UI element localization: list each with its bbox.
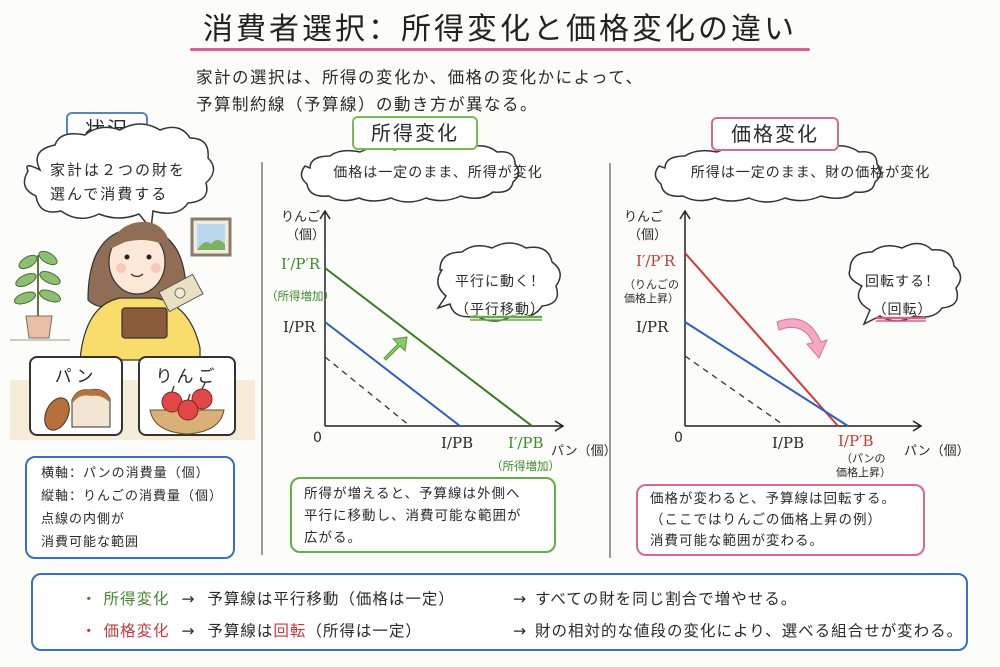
intro-text: 家計の選択は、所得の変化か、価格の変化かによって、 予算制約線（予算線）の動き方… [196, 64, 756, 118]
income-y-new-intercept: I′/P′R [281, 255, 321, 273]
axis-notes-box: 横軸：パンの消費量（個） 縦軸：りんごの消費量（個） 点線の内側が 消費可能な範… [25, 456, 235, 559]
summary-consequence-income: すべての財を同じ割合で増やせる。 [535, 590, 798, 608]
rotate-bubble [848, 242, 962, 326]
income-explanation-line-2: 平行に移動し、消費可能な範囲が [304, 508, 522, 524]
price-chart [679, 209, 962, 432]
income-explanation-box: 所得が増えると、予算線は外側へ 平行に移動し、消費可能な範囲が 広がる。 [290, 477, 556, 553]
income-new-budget-line [324, 267, 533, 427]
price-x-orig-intercept: I/PB [772, 434, 805, 452]
woman-illustration [79, 221, 204, 361]
price-change-label: 価格変化 [711, 117, 839, 151]
rotate-arrow-icon [776, 318, 828, 359]
summary-row-income: ・ 所得変化 → 予算線は平行移動（価格は一定） [81, 587, 455, 609]
rotate-bubble-line-1: 回転する！ [865, 274, 940, 290]
income-condition: 価格は一定のまま、所得が変化 [333, 165, 543, 181]
bread-label: パン [54, 367, 98, 387]
summary-topic-price: 価格変化 [103, 622, 170, 640]
speech-cloud-situation [23, 123, 215, 231]
summary-result-key: 回転 [273, 622, 307, 640]
wallet-icon [121, 307, 168, 339]
divider-left [261, 162, 263, 555]
summary-result-key: 平行移動 [273, 590, 340, 608]
income-change-label: 所得変化 [352, 116, 478, 150]
income-y-new-note: （所得増加） [266, 289, 335, 303]
price-y-new-intercept: I′/P′R [636, 252, 676, 270]
price-original-budget-line [684, 321, 849, 427]
page-title: 消費者選択：所得変化と価格変化の違い [203, 12, 797, 47]
bullet: ・ [81, 590, 98, 608]
intro-line-2: 予算制約線（予算線）の動き方が異なる。 [196, 95, 538, 114]
income-x-axis-label: パン（個） [551, 444, 617, 459]
note-y-axis: 縦軸：りんごの消費量（個） [41, 489, 224, 504]
summary-consequence-price: 財の相対的な値段の変化により、選べる組合せが変わる。 [535, 622, 964, 640]
income-x-new-note: （所得増加） [491, 459, 560, 473]
price-dashed-line [684, 355, 786, 427]
income-x-new-intercept: I′/PB [508, 434, 544, 452]
income-y-orig-intercept: I/PR [283, 318, 316, 336]
income-explanation-line-1: 所得が増えると、予算線は外側へ [304, 486, 521, 502]
bullet: ・ [81, 622, 98, 640]
plant-icon [14, 250, 61, 339]
income-dashed-line [324, 356, 411, 427]
situation-speech: 家計は２つの財を 選んで消費する [50, 158, 190, 206]
title-underline [190, 48, 810, 51]
bread-card: パン [29, 356, 123, 436]
parallel-bubble [436, 242, 561, 322]
arrow-icon: → [181, 590, 196, 608]
price-y-orig-intercept: I/PR [636, 318, 669, 336]
arrow-icon: → [513, 622, 527, 640]
price-x-new-note-1: （パンの [841, 452, 886, 465]
arrow-icon: → [181, 622, 196, 640]
price-explanation-line-1: 価格が変わると、予算線は回転する。 [650, 491, 896, 507]
price-origin: 0 [674, 430, 683, 446]
rotate-bubble-text: 回転する！ （回転） [855, 268, 950, 324]
price-y-axis-label: りんご [624, 210, 664, 225]
note-x-axis: 横軸：パンの消費量（個） [41, 466, 210, 481]
parallel-bubble-text: 平行に動く！ （平行移動） [445, 268, 555, 324]
speech-line-2: 選んで消費する [50, 185, 169, 203]
income-x-orig-intercept: I/PB [441, 434, 474, 452]
price-new-budget-line [684, 252, 839, 427]
apple-label: りんご [155, 367, 219, 387]
rotate-bubble-line-2: （回転） [872, 302, 933, 318]
summary-row-price: ・ 価格変化 → 予算線は回転（所得は一定） [81, 619, 422, 641]
divider-right [609, 163, 611, 558]
price-y-axis-unit: （個） [628, 228, 668, 243]
shift-arrow-icon [383, 336, 408, 361]
note-dashed-2: 消費可能な範囲 [41, 535, 140, 550]
price-explanation-line-3: 消費可能な範囲が変わる。 [650, 533, 824, 549]
income-explanation-line-3: 広がる。 [304, 530, 362, 546]
summary-result-prefix: 予算線は [207, 590, 274, 608]
price-x-new-intercept: I/P′B [838, 432, 874, 450]
speech-line-1: 家計は２つの財を [50, 161, 187, 179]
price-explanation-line-2: （ここではりんごの価格上昇の例） [650, 512, 882, 528]
income-origin: 0 [313, 430, 322, 446]
summary-box: ・ 所得変化 → 予算線は平行移動（価格は一定） → すべての財を同じ割合で増やせ… [31, 573, 968, 651]
summary-row-income-consequence: → すべての財を同じ割合で増やせる。 [513, 587, 797, 609]
apple-card: りんご [138, 356, 236, 436]
price-x-new-note-2: 価格上昇） [836, 466, 891, 479]
summary-condition: （価格は一定） [339, 590, 455, 608]
price-explanation-box: 価格が変わると、予算線は回転する。 （ここではりんごの価格上昇の例） 消費可能な… [636, 484, 925, 556]
price-y-new-note-1: （りんごの [624, 278, 679, 291]
summary-result-prefix: 予算線は [207, 622, 274, 640]
income-chart [319, 209, 565, 432]
income-original-budget-line [324, 321, 461, 427]
parallel-bubble-line-1: 平行に動く！ [455, 274, 545, 290]
income-y-axis-unit: （個） [286, 228, 326, 243]
parallel-bubble-line-2: （平行移動） [455, 302, 545, 318]
note-dashed-1: 点線の内側が [41, 512, 126, 527]
summary-topic-income: 所得変化 [103, 590, 170, 608]
income-y-axis-label: りんご [281, 210, 321, 225]
price-y-new-note-2: 価格上昇） [624, 292, 679, 305]
price-x-axis-label: パン（個） [904, 444, 970, 459]
picture-frame-icon [190, 217, 232, 257]
arrow-icon: → [513, 590, 527, 608]
intro-line-1: 家計の選択は、所得の変化か、価格の変化かによって、 [196, 68, 644, 87]
price-condition: 所得は一定のまま、財の価格が変化 [690, 165, 931, 181]
summary-condition: （所得は一定） [306, 622, 422, 640]
summary-row-price-consequence: → 財の相対的な値段の変化により、選べる組合せが変わる。 [513, 619, 963, 641]
